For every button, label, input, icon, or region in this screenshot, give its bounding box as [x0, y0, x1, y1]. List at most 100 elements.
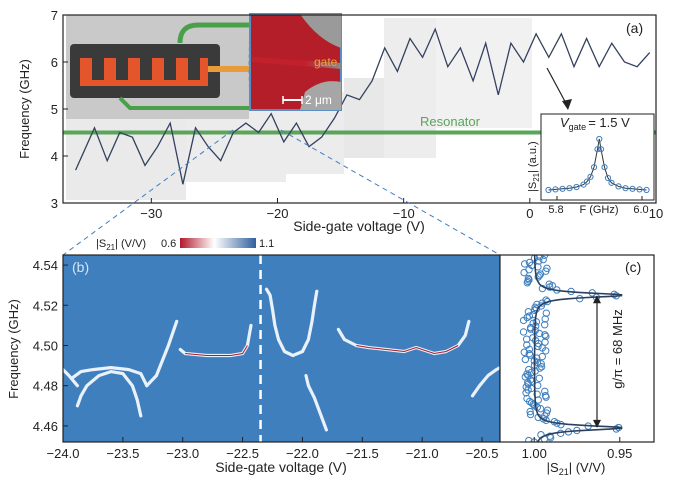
panel-c-point [520, 260, 529, 268]
inset-title: Vgate = 1.5 V [560, 115, 630, 132]
panel-c-point [538, 344, 547, 352]
panel-a-x-ticks: −30 −20 −10 0 10 [140, 198, 663, 221]
panel-c-point [529, 334, 537, 342]
panel-c-point [526, 351, 534, 359]
colorbar: |S21| (V/V) 0.6 1.1 [96, 238, 274, 252]
panel-b-x-tick-label: −22.0 [286, 446, 319, 461]
zoom-guide-right [280, 129, 501, 256]
panel-c-point [525, 258, 534, 267]
panel-a-y-tick-label: 4 [51, 149, 58, 164]
panel-c-point [542, 332, 550, 341]
inset-point [643, 186, 650, 194]
inset-point [604, 174, 612, 182]
panel-b-x-tick-label: −21.0 [406, 446, 439, 461]
panel-b-x-ticks: −24.0 −23.5 −23.0 −22.5 −22.0 −21.5 −21.0 −20.5 [47, 437, 498, 461]
panel-c: 1.00 0.95 g/π = 68 MHz (c) |S21| (V/V) [499, 254, 655, 477]
panel-b-x-tick-label: −23.0 [166, 446, 199, 461]
inset-point [629, 185, 636, 192]
heatmap-trace [304, 374, 328, 432]
colorbar-gradient [180, 238, 256, 248]
inset-point [597, 146, 605, 153]
panel-b-x-tick-label: −21.5 [346, 446, 379, 461]
panel-c-point [540, 321, 549, 329]
panel-c-point [545, 280, 553, 288]
panel-a-x-tick-label: −10 [393, 206, 415, 221]
inset-x-axis-title: F (GHz) [579, 204, 618, 216]
inset-point [552, 186, 559, 193]
panel-c-point [541, 387, 549, 396]
inset-point [566, 185, 573, 192]
inset-pointer-arrowhead [562, 99, 572, 110]
heatmap-trace-core [185, 345, 248, 356]
panel-c-point [524, 274, 533, 283]
panel-a-x-axis-title: Side-gate voltage (V) [293, 218, 425, 234]
panel-c-point [519, 328, 528, 336]
panel-a-x-tick-label: 10 [649, 206, 663, 221]
panel-a-label: (a) [626, 20, 643, 36]
resonance-inset-fit [548, 138, 647, 191]
inset-point [594, 146, 601, 153]
inset-point [608, 179, 615, 186]
panel-c-point [526, 410, 535, 419]
panel-a-data-background [66, 18, 532, 200]
gate-label: gate [314, 55, 338, 69]
splitting-arrow [593, 295, 601, 428]
panel-b-label: (b) [72, 259, 89, 275]
panel-c-point [541, 391, 550, 400]
heatmap-trace [70, 366, 149, 388]
panel-a: gate 2 μm −30 −20 −10 0 10 3 4 5 6 7 (a) Resonat… [17, 8, 663, 256]
panel-b-y-tick-label: 4.54 [33, 258, 58, 273]
panel-c-frame [499, 254, 655, 443]
panel-c-point [525, 436, 533, 442]
colorbar-min-label: 0.6 [161, 238, 176, 250]
resonance-inset: 5.8 6.0 F (GHz) |S21| (a.u.) Vgate = 1.5 … [527, 113, 655, 216]
panel-c-point [538, 352, 546, 361]
panel-c-point [532, 354, 541, 362]
heatmap-trace [470, 366, 500, 398]
panel-c-point [543, 264, 551, 272]
colorbar-max-label: 1.1 [259, 238, 274, 250]
gate-zoom-image [249, 13, 342, 111]
panel-b-y-tick-label: 4.46 [33, 419, 58, 434]
inset-point [580, 181, 587, 188]
panel-b-y-tick-label: 4.48 [33, 379, 58, 394]
splitting-label: g/π = 68 MHz [610, 309, 625, 388]
heatmap-trace [63, 368, 80, 388]
panel-c-point [535, 374, 544, 382]
heatmap-trace [75, 370, 143, 418]
panel-b-x-tick-label: −23.5 [106, 446, 139, 461]
panel-c-point [533, 300, 541, 309]
heatmap-trace-core [356, 345, 459, 355]
panel-c-point [523, 370, 531, 378]
panel-a-y-ticks: 3 4 5 6 7 [51, 8, 68, 211]
splitting-arrow-head-bottom [593, 419, 601, 428]
panel-c-point [542, 309, 551, 317]
panel-c-x-axis-title: |S21| (V/V) [547, 460, 606, 477]
panel-c-point [525, 365, 533, 374]
inset-x-tick-6.0: 6.0 [633, 204, 648, 216]
panel-c-point [541, 338, 549, 346]
inset-point [596, 135, 603, 143]
panel-c-point [537, 360, 545, 368]
panel-a-x-tick-label: −20 [266, 206, 288, 221]
colorbar-label: |S21| (V/V) [96, 238, 146, 252]
resonator-label: Resonator [420, 114, 481, 129]
device-image-inset [66, 15, 249, 119]
panel-c-point [526, 407, 534, 416]
panel-b: −24.0 −23.5 −23.0 −22.5 −22.0 −21.5 −21.0 −20.5… [6, 254, 501, 475]
panel-c-point [525, 312, 534, 320]
panel-c-fit-curve [533, 255, 623, 442]
panel-b-y-axis-title: Frequency (GHz) [6, 299, 21, 399]
panel-c-point [546, 432, 554, 440]
inset-x-tick-5.8: 5.8 [548, 204, 563, 216]
inset-point [601, 164, 608, 171]
panel-c-point [543, 406, 552, 414]
panel-a-y-axis-title: Frequency (GHz) [17, 59, 32, 159]
panel-c-x-tick-label: 0.95 [607, 446, 632, 461]
panel-c-x-ticks: 1.00 0.95 [522, 437, 632, 461]
zoom-guide-left [62, 129, 234, 256]
heatmap-trace [145, 319, 179, 388]
panel-b-x-tick-label: −24.0 [47, 446, 80, 461]
panel-a-data-curve [75, 27, 651, 185]
